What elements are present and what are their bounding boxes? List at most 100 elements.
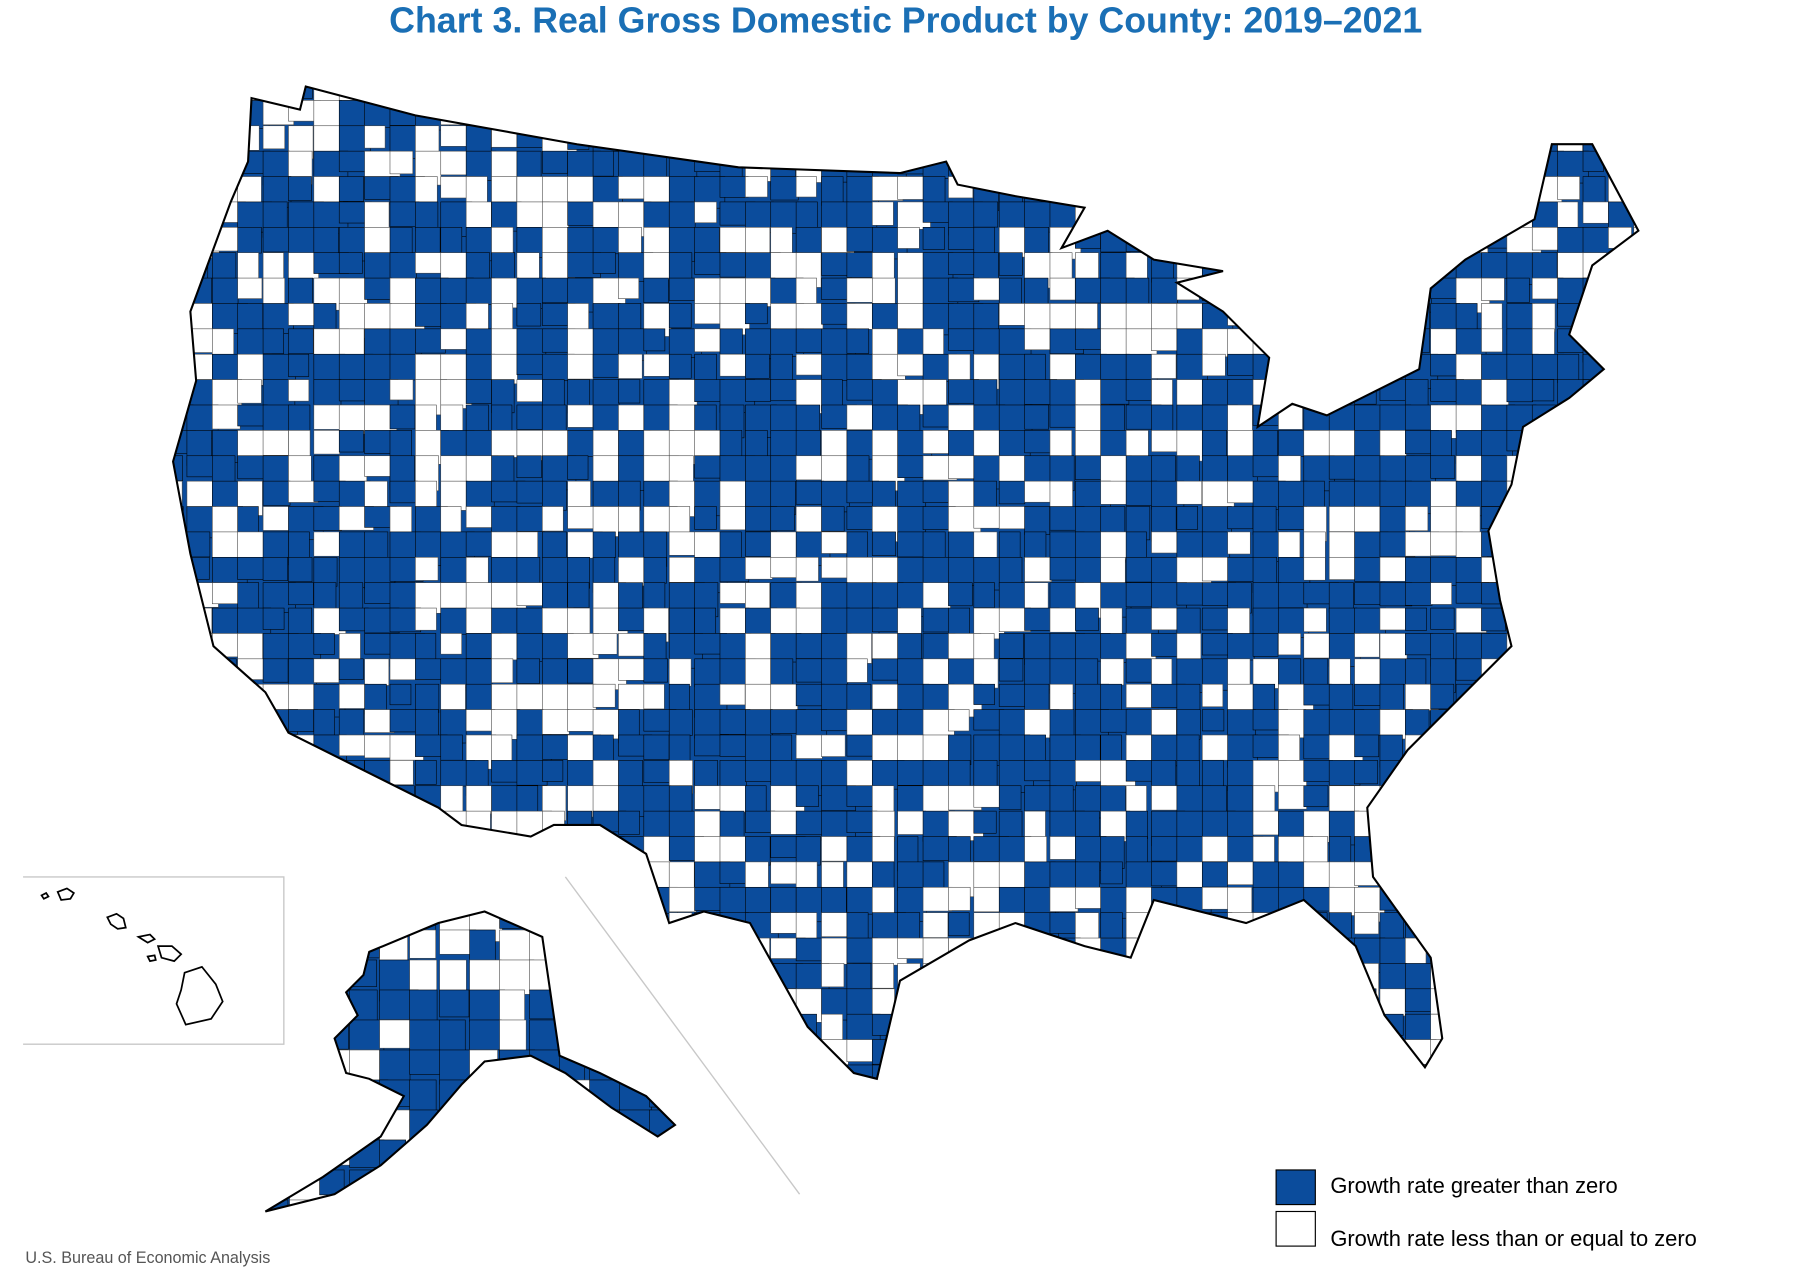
county <box>1201 1013 1230 1049</box>
county <box>821 353 852 381</box>
county <box>821 176 844 206</box>
county <box>567 176 596 207</box>
county <box>1024 86 1047 110</box>
county <box>567 912 598 934</box>
county <box>719 125 753 160</box>
county <box>1608 1013 1631 1046</box>
county <box>265 1019 295 1045</box>
county <box>262 480 291 506</box>
county <box>897 1013 925 1048</box>
county <box>173 176 187 210</box>
county <box>1278 861 1307 892</box>
county <box>998 658 1024 682</box>
county <box>1608 734 1634 768</box>
county <box>415 176 438 206</box>
county <box>1125 125 1158 161</box>
county <box>770 734 793 763</box>
county <box>1354 734 1380 758</box>
county <box>1354 303 1381 325</box>
county <box>1481 506 1512 529</box>
county <box>1024 1013 1049 1049</box>
county <box>338 607 369 632</box>
county <box>173 886 194 909</box>
county <box>1531 810 1555 840</box>
county <box>1481 176 1503 209</box>
county <box>173 150 191 184</box>
county <box>694 963 717 987</box>
county <box>1608 633 1639 668</box>
county <box>1430 734 1454 767</box>
county <box>1227 201 1261 227</box>
county <box>1303 683 1332 706</box>
county <box>1328 683 1354 713</box>
county <box>173 303 184 329</box>
county <box>1633 607 1639 643</box>
county <box>1506 556 1530 592</box>
county <box>1151 1064 1180 1079</box>
county <box>516 379 543 402</box>
county <box>1455 963 1478 998</box>
county <box>1303 379 1337 402</box>
county <box>415 328 446 354</box>
county <box>1379 125 1414 147</box>
county <box>1430 86 1464 101</box>
county <box>567 582 590 608</box>
county <box>618 582 643 612</box>
county <box>1303 607 1327 633</box>
county <box>1201 277 1224 301</box>
county <box>1328 86 1355 107</box>
county <box>1531 1039 1559 1073</box>
county <box>1582 176 1606 206</box>
county <box>288 1039 317 1073</box>
county <box>364 201 390 232</box>
county <box>1176 683 1201 712</box>
county <box>1582 303 1618 328</box>
county <box>338 886 361 918</box>
county <box>1582 1039 1616 1073</box>
county <box>1531 988 1556 1017</box>
county <box>1227 100 1259 130</box>
county <box>212 836 248 859</box>
county <box>465 277 495 305</box>
county <box>541 582 568 613</box>
county <box>1278 734 1300 761</box>
county <box>1201 176 1233 201</box>
county <box>680 960 717 999</box>
county <box>680 1200 712 1224</box>
region-outline <box>264 910 677 1213</box>
county <box>313 912 349 944</box>
county <box>529 989 561 1020</box>
county <box>516 86 550 101</box>
county <box>922 988 947 1019</box>
county <box>1049 785 1074 814</box>
county <box>516 556 541 587</box>
county <box>1049 1013 1082 1048</box>
county <box>1176 176 1201 207</box>
county <box>1201 861 1228 888</box>
county <box>948 988 976 1018</box>
county <box>1557 531 1589 557</box>
county <box>212 379 242 410</box>
county <box>265 1049 288 1090</box>
county <box>1633 455 1639 481</box>
county <box>1405 328 1430 353</box>
county <box>1582 531 1606 554</box>
county <box>212 125 242 156</box>
county <box>668 709 693 736</box>
county <box>491 836 528 869</box>
county <box>1430 125 1453 149</box>
county <box>1582 86 1607 103</box>
county <box>499 959 535 995</box>
county <box>1430 100 1454 134</box>
county <box>948 1064 971 1079</box>
county <box>288 582 314 606</box>
county <box>1176 1039 1213 1068</box>
county <box>1278 86 1310 98</box>
county <box>1379 252 1412 279</box>
county <box>1455 201 1487 227</box>
county <box>1405 150 1438 181</box>
county <box>389 760 414 786</box>
county <box>668 963 695 990</box>
county <box>1633 404 1639 440</box>
county <box>186 556 210 580</box>
